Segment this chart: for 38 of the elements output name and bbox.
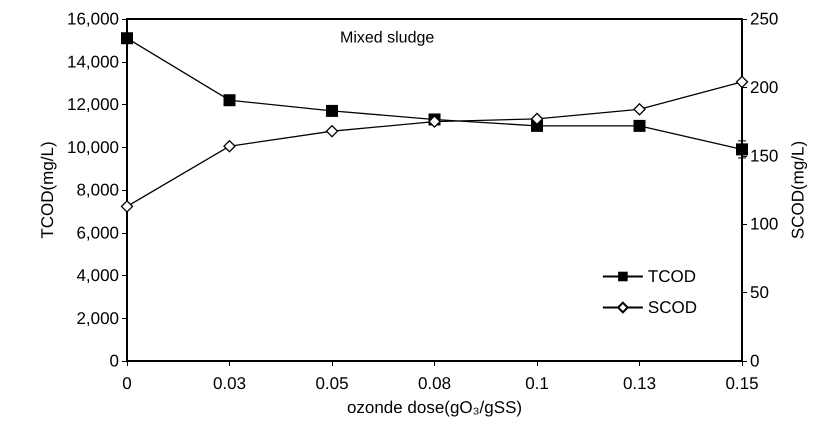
y2-tick-label: 150 [750, 146, 778, 166]
x-tick-label: 0.08 [418, 374, 452, 393]
annotation: Mixed sludge [340, 30, 434, 46]
point [326, 125, 338, 138]
point [326, 104, 338, 117]
x-tick-label: 0.13 [622, 374, 656, 393]
y-tick-label: 0 [110, 352, 119, 370]
y2-tick-label: 250 [750, 10, 778, 28]
y2-tick-label: 50 [750, 283, 769, 302]
point [120, 200, 134, 213]
point [736, 143, 748, 156]
y-tick-label: 14,000 [67, 52, 119, 72]
x-tick-label: 0 [122, 374, 132, 393]
x-tick-label: 0.1 [525, 374, 549, 393]
x-tick-label: 0.03 [212, 374, 246, 393]
point [121, 32, 133, 44]
y-tick-label: 4,000 [76, 266, 119, 285]
point [736, 76, 748, 88]
point [634, 120, 646, 132]
y-tick-label: 10,000 [67, 138, 119, 157]
y2-tick-label: 0 [750, 352, 760, 370]
y-tick-label: 6,000 [76, 223, 119, 242]
legend-label: SCOD [648, 298, 698, 317]
y-axis-title: TCOD(mg/L) [38, 141, 58, 239]
y2-tick-label: 100 [750, 214, 778, 234]
y-tick-label: 12,000 [67, 95, 119, 114]
y2-tick-label: 200 [750, 78, 778, 97]
y-tick-label: 2,000 [76, 308, 119, 328]
x-tick-label: 0.15 [725, 374, 759, 393]
legend-label: TCOD [648, 267, 696, 286]
x-axis-title: ozonde dose(gO₃/gSS) [346, 398, 522, 417]
point [633, 103, 646, 116]
y2-axis-title: SCOD(mg/L) [788, 140, 808, 240]
y-tick-label: 8,000 [76, 180, 119, 200]
point [224, 94, 236, 106]
y-tick-label: 16,000 [67, 10, 119, 28]
point [223, 140, 236, 152]
x-tick-label: 0.05 [315, 374, 349, 393]
